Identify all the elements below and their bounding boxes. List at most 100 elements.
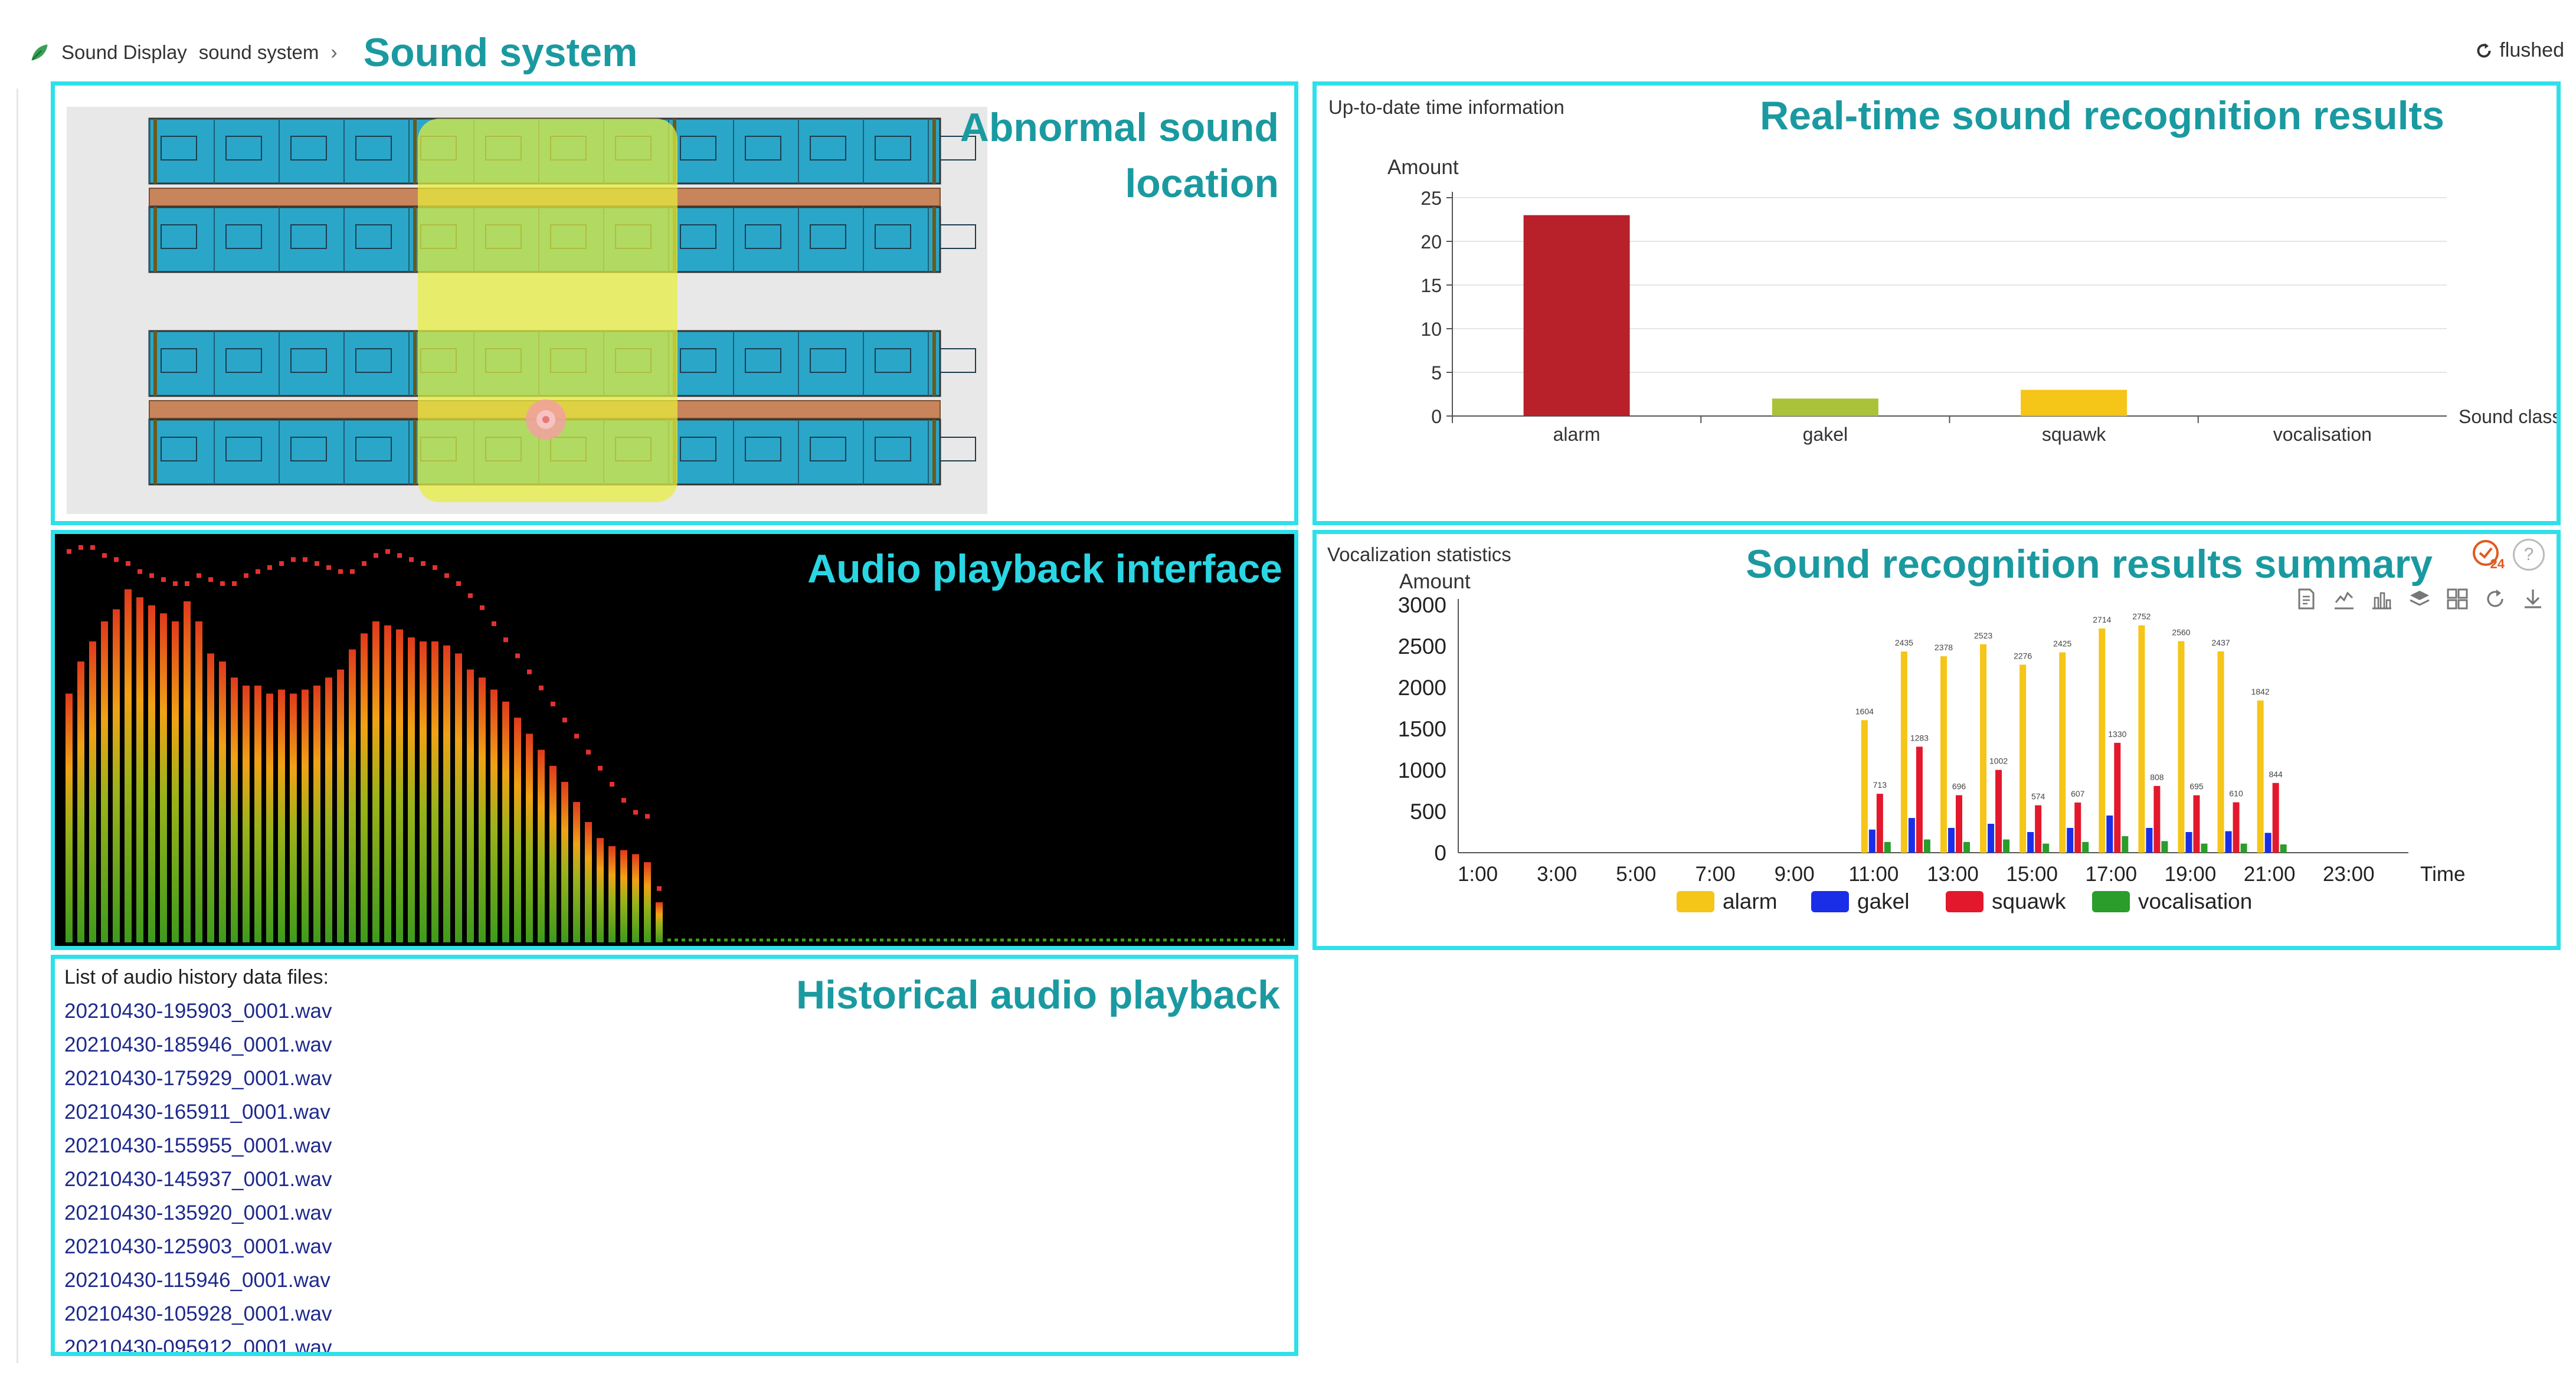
summary-bar[interactable] (1988, 824, 1995, 853)
summary-bar[interactable] (1956, 795, 1962, 853)
spectrum-bar (514, 718, 521, 942)
audio-file-link[interactable]: 20210430-095912_0001.wav (64, 1336, 332, 1356)
bar-chart-icon[interactable] (2370, 587, 2394, 611)
realtime-bar[interactable] (2021, 389, 2127, 416)
audio-file-link[interactable]: 20210430-195903_0001.wav (64, 1000, 332, 1023)
summary-bar[interactable] (1876, 794, 1883, 853)
coop-map[interactable] (67, 107, 987, 514)
spectrum-peak (409, 557, 414, 562)
abnormal-zone-highlight (418, 119, 677, 502)
spectrum-bar (620, 850, 627, 942)
spectrum-peak (480, 605, 485, 610)
summary-bar[interactable] (1948, 828, 1955, 853)
spectrum-bar (160, 613, 167, 942)
summary-bar[interactable] (2233, 802, 2240, 853)
summary-bar[interactable] (2201, 843, 2208, 853)
realtime-bar[interactable] (1523, 215, 1630, 416)
summary-bar[interactable] (2074, 803, 2081, 853)
realtime-y-axis-label: Amount (1387, 156, 1459, 179)
summary-bar[interactable] (2043, 843, 2050, 853)
realtime-y-tick-label: 5 (1431, 362, 1442, 384)
spectrum-peak (90, 545, 95, 550)
summary-bar[interactable] (1884, 841, 1891, 853)
summary-bar[interactable] (2161, 841, 2168, 853)
summary-bar[interactable] (2082, 841, 2089, 853)
restore-icon[interactable] (2483, 587, 2507, 611)
summary-bar[interactable] (2225, 831, 2232, 853)
audio-file-link[interactable]: 20210430-145937_0001.wav (64, 1168, 332, 1191)
summary-bar[interactable] (2264, 833, 2271, 853)
legend-label[interactable]: alarm (1723, 889, 1778, 913)
summary-bar[interactable] (1995, 769, 2002, 853)
realtime-y-tick-label: 20 (1420, 231, 1442, 253)
download-icon[interactable] (2521, 587, 2545, 611)
summary-bar[interactable] (1963, 841, 1970, 853)
summary-bar[interactable] (2099, 628, 2106, 853)
summary-bar[interactable] (2067, 828, 2074, 853)
summary-bar[interactable] (1923, 839, 1930, 853)
summary-bar[interactable] (1940, 656, 1947, 853)
stack-icon[interactable] (2408, 587, 2431, 611)
legend-swatch[interactable] (1677, 891, 1714, 912)
refresh-icon (2477, 42, 2491, 57)
breadcrumb-current[interactable]: sound system (198, 41, 319, 63)
audio-file-link[interactable]: 20210430-185946_0001.wav (64, 1033, 332, 1056)
summary-bar[interactable] (2153, 785, 2161, 853)
spectrum-peak (421, 561, 425, 566)
summary-bar[interactable] (2257, 700, 2264, 853)
summary-bar[interactable] (2217, 651, 2224, 853)
spectrum-peak (291, 557, 296, 562)
help-icon[interactable]: ? (2513, 539, 2545, 571)
spectrum-bar (172, 621, 179, 942)
audio-file-link[interactable]: 20210430-115946_0001.wav (64, 1269, 330, 1292)
summary-bar[interactable] (2027, 832, 2034, 853)
summary-bar[interactable] (2003, 839, 2010, 853)
legend-swatch[interactable] (1811, 891, 1849, 912)
summary-bar[interactable] (2185, 832, 2192, 853)
breadcrumb-root[interactable]: Sound Display (61, 41, 187, 63)
audio-file-link[interactable]: 20210430-135920_0001.wav (64, 1201, 332, 1224)
summary-bar[interactable] (1908, 818, 1915, 853)
summary-bar[interactable] (2035, 805, 2042, 853)
realtime-y-tick-label: 15 (1420, 275, 1442, 296)
tiled-icon[interactable] (2446, 587, 2469, 611)
summary-bar[interactable] (2178, 641, 2185, 853)
refresh-button[interactable]: flushed (2474, 39, 2564, 62)
summary-bar[interactable] (1900, 651, 1907, 853)
legend-swatch[interactable] (1946, 891, 1983, 912)
summary-bar[interactable] (2240, 843, 2247, 853)
audio-file-link[interactable]: 20210430-155955_0001.wav (64, 1134, 332, 1157)
summary-bar[interactable] (2019, 664, 2027, 853)
line-chart-icon[interactable] (2332, 587, 2356, 611)
summary-bar[interactable] (2193, 795, 2200, 853)
summary-bar[interactable] (2106, 816, 2113, 853)
legend-label[interactable]: squawk (1992, 889, 2066, 913)
legend-label[interactable]: gakel (1857, 889, 1909, 913)
summary-bar[interactable] (2122, 836, 2129, 853)
summary-bar[interactable] (1916, 746, 1923, 853)
summary-bar[interactable] (2272, 782, 2279, 853)
audio-file-link[interactable]: 20210430-175929_0001.wav (64, 1067, 332, 1090)
legend-label[interactable]: vocalisation (2138, 889, 2252, 913)
summary-bar[interactable] (2059, 652, 2066, 853)
summary-bar[interactable] (1868, 829, 1875, 853)
summary-bar[interactable] (2138, 625, 2145, 853)
spectrum-peak (102, 553, 107, 558)
summary-bar[interactable] (2280, 844, 2287, 853)
badge-24-icon[interactable]: 24 (2470, 538, 2505, 572)
realtime-x-tick-label: alarm (1553, 424, 1600, 445)
data-view-icon[interactable] (2294, 587, 2318, 611)
spectrum-peak (315, 561, 319, 566)
spectrum-peak (149, 573, 154, 578)
summary-bar[interactable] (2114, 742, 2121, 853)
summary-bar[interactable] (1980, 644, 1987, 853)
realtime-bar[interactable] (1772, 398, 1878, 416)
summary-bar[interactable] (2146, 828, 2153, 853)
legend-swatch[interactable] (2092, 891, 2130, 912)
audio-file-link[interactable]: 20210430-105928_0001.wav (64, 1302, 332, 1325)
audio-file-link[interactable]: 20210430-125903_0001.wav (64, 1235, 332, 1258)
audio-file-link[interactable]: 20210430-165911_0001.wav (64, 1101, 330, 1124)
spectrum-peak (551, 702, 555, 706)
sound-source-marker-icon[interactable] (526, 399, 566, 440)
summary-bar[interactable] (1861, 720, 1868, 853)
